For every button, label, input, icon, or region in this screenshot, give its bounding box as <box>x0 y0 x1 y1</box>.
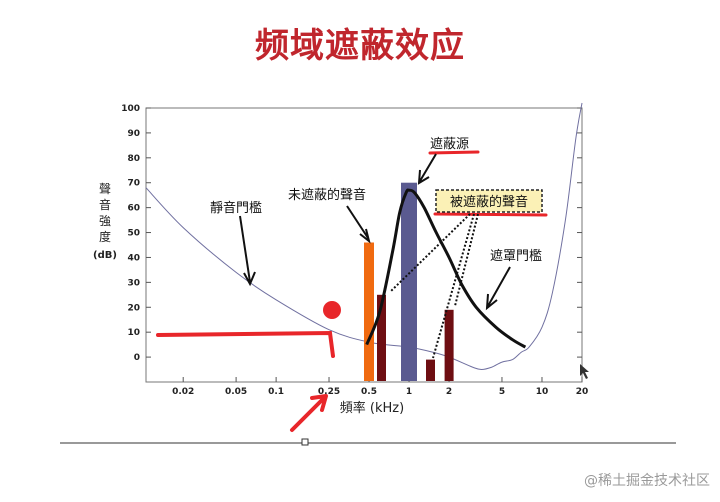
red-baseline-stroke <box>156 330 335 358</box>
y-axis-ticks: 0 10 20 30 40 50 60 70 80 90 100 <box>121 104 582 363</box>
y-axis-label-2: 音 <box>99 197 111 212</box>
y-tick-label: 50 <box>127 229 140 239</box>
x-tick-label: 20 <box>576 387 589 397</box>
annotation-threshold-arrow <box>239 215 256 287</box>
x-tick-label: 0.05 <box>225 387 247 397</box>
y-tick-label: 40 <box>127 253 140 263</box>
bar-masked <box>444 309 454 381</box>
y-tick-label: 90 <box>127 129 140 139</box>
y-tick-label: 80 <box>127 154 140 164</box>
y-tick-label: 20 <box>127 303 140 313</box>
bars <box>364 182 454 381</box>
bar-masker <box>401 182 417 381</box>
red-dot <box>323 301 341 319</box>
y-axis-label-1: 聲 <box>99 181 111 196</box>
y-axis-label-3: 強 <box>99 214 111 228</box>
threshold-curve <box>145 102 583 371</box>
x-axis-label: 頻率 (kHz) <box>340 400 404 416</box>
annotation-masker: 遮蔽源 <box>430 136 469 152</box>
bar-masked <box>377 294 386 381</box>
y-tick-label: 30 <box>127 278 140 288</box>
masked-label-box <box>435 189 543 213</box>
footer-rule-marker <box>301 438 309 446</box>
y-tick-label: 70 <box>127 179 140 189</box>
y-tick-label: 60 <box>127 204 140 214</box>
red-underline-masked <box>433 212 548 217</box>
watermark: @稀土掘金技术社区 <box>584 473 710 489</box>
red-pointer-arrow <box>290 394 328 432</box>
x-tick-label: 0.02 <box>172 387 194 397</box>
annotation-unmasked: 未遮蔽的聲音 <box>288 187 366 203</box>
x-tick-label: 1 <box>406 387 412 397</box>
annotation-masked: 被遮蔽的聲音 <box>450 194 528 210</box>
x-tick-label: 0.25 <box>318 387 340 397</box>
annotation-masker-arrow <box>417 153 437 185</box>
y-axis-label-5: (dB) <box>93 250 117 261</box>
annotation-masking-threshold: 遮罩門檻 <box>490 248 542 264</box>
y-axis-label-4: 度 <box>99 229 111 244</box>
annotation-unmasked-arrow <box>346 205 371 244</box>
red-underline-masker <box>428 150 480 155</box>
x-tick-label: 5 <box>499 387 505 397</box>
masking-threshold-curve <box>365 188 527 349</box>
y-tick-label: 100 <box>121 104 140 114</box>
y-tick-label: 0 <box>134 353 140 363</box>
x-tick-label: 0.1 <box>268 387 284 397</box>
y-tick-label: 10 <box>127 328 140 338</box>
bar-masked <box>426 359 435 381</box>
x-tick-label: 0.5 <box>361 387 377 397</box>
x-tick-label: 10 <box>536 387 549 397</box>
masking-chart: 0 10 20 30 40 50 60 70 80 90 100 0.02 0.05 0.1 0.25 0.… <box>60 102 676 446</box>
bar-unmasked <box>364 242 374 381</box>
annotation-masking-threshold-arrow <box>485 266 511 311</box>
x-tick-label: 2 <box>446 387 452 397</box>
cursor-icon <box>580 364 589 379</box>
slide-title: 频域遮蔽效应 <box>255 26 465 66</box>
masked-pointer-lines <box>389 213 479 359</box>
annotation-threshold: 靜音門檻 <box>210 200 262 216</box>
